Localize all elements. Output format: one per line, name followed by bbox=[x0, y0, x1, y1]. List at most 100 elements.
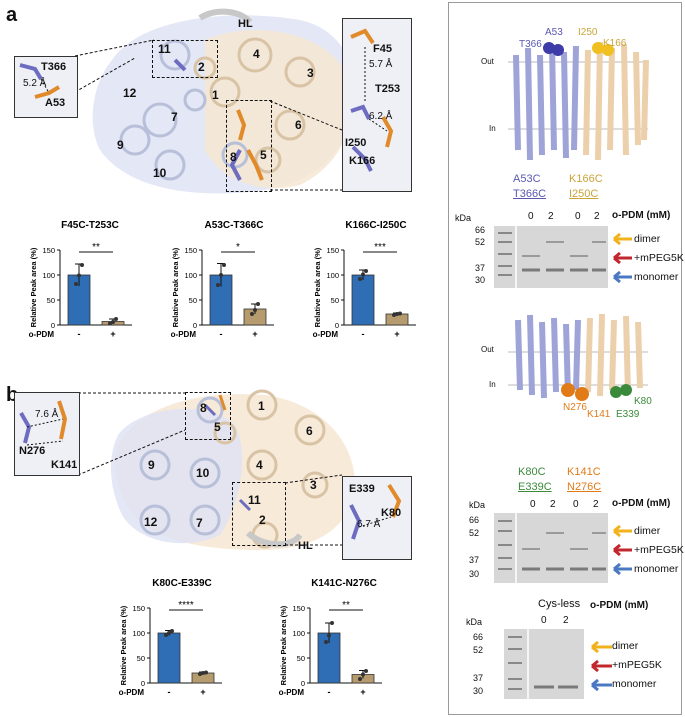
conc-label: 0 bbox=[541, 615, 547, 626]
y-tick-label: 50 bbox=[331, 296, 339, 305]
x-tick-label: + bbox=[110, 329, 115, 339]
x-tick-label: - bbox=[78, 329, 81, 339]
helix-label: 12 bbox=[123, 86, 137, 100]
construct-label: I250C bbox=[569, 188, 599, 200]
y-tick-label: 150 bbox=[132, 604, 145, 613]
bar bbox=[351, 274, 375, 326]
x-axis-label: o-PDM bbox=[171, 330, 197, 339]
inset-a-right: F45 5.7 Å T253 6.2 Å I250 K166 bbox=[342, 18, 412, 192]
data-point bbox=[114, 317, 118, 321]
construct-label: T366C bbox=[513, 188, 547, 200]
residue-label: T253 bbox=[375, 83, 401, 95]
data-point bbox=[398, 311, 402, 316]
data-point bbox=[219, 273, 223, 277]
significance-label: *** bbox=[374, 242, 386, 253]
x-tick-label: - bbox=[168, 687, 171, 697]
mpeg-label: +mPEG5K bbox=[612, 659, 662, 671]
conc-label: 2 bbox=[548, 211, 554, 222]
y-tick-label: 50 bbox=[189, 296, 197, 305]
o-pdm-label: o-PDM (mM) bbox=[612, 210, 671, 221]
conc-label: 2 bbox=[563, 615, 569, 626]
conc-label: 0 bbox=[530, 499, 536, 510]
y-axis-label: Relative Peak area (%) bbox=[313, 247, 322, 327]
y-tick-label: 50 bbox=[137, 654, 145, 663]
membrane-in-label: In bbox=[489, 124, 496, 133]
marker-label: 52 bbox=[475, 237, 486, 247]
dimer-label: dimer bbox=[612, 640, 639, 652]
data-point bbox=[204, 670, 208, 675]
x-tick-label: + bbox=[394, 329, 399, 339]
y-tick-label: 50 bbox=[297, 654, 305, 663]
cys-less-label: Cys-less bbox=[538, 598, 581, 610]
marker-label: 37 bbox=[469, 555, 480, 565]
y-tick-label: 0 bbox=[335, 321, 339, 330]
conc-label: 2 bbox=[550, 499, 556, 510]
distance-label: 6.2 Å bbox=[369, 111, 393, 122]
structure-a-illustration bbox=[74, 8, 355, 194]
zoom-box-a-right bbox=[226, 100, 272, 192]
significance-label: ** bbox=[92, 242, 100, 253]
residue-label: N276 bbox=[19, 445, 46, 457]
membrane-model-top bbox=[508, 41, 649, 161]
residue-label: K141 bbox=[51, 459, 78, 471]
marker-label: 37 bbox=[473, 673, 484, 683]
data-point bbox=[395, 312, 399, 316]
kda-label: kDa bbox=[455, 213, 472, 223]
chart-title: F45C-T253C bbox=[61, 220, 119, 231]
residue-label: E339 bbox=[349, 483, 375, 495]
residue-label: E339 bbox=[616, 409, 640, 420]
membrane-out-label: Out bbox=[481, 57, 494, 66]
helix-label: 6 bbox=[295, 118, 302, 132]
data-point bbox=[327, 633, 331, 638]
y-tick-label: 150 bbox=[42, 246, 55, 255]
o-pdm-label: o-PDM (mM) bbox=[612, 498, 671, 509]
residue-label: T366 bbox=[519, 39, 542, 50]
helix-label: 8 bbox=[230, 150, 237, 164]
data-point bbox=[256, 302, 260, 306]
zoom-box-b-right bbox=[232, 482, 286, 546]
data-point bbox=[77, 273, 81, 278]
marker-label: 30 bbox=[469, 569, 480, 579]
y-tick-label: 50 bbox=[47, 296, 55, 305]
residue-label: K166 bbox=[349, 155, 376, 167]
gel-arrows-3 bbox=[591, 640, 612, 692]
conc-label: 0 bbox=[573, 499, 579, 510]
zoom-box-a-left bbox=[152, 40, 218, 78]
marker-label: 66 bbox=[475, 225, 486, 235]
gel-arrows-1 bbox=[613, 232, 632, 284]
x-tick-label: + bbox=[360, 687, 365, 697]
residue-label: I250 bbox=[345, 137, 367, 149]
y-axis-label: Relative Peak area (%) bbox=[279, 605, 288, 685]
data-point bbox=[364, 669, 368, 673]
gel-image-2 bbox=[494, 513, 608, 583]
membrane-model-bottom bbox=[508, 313, 648, 401]
helix-label: 10 bbox=[153, 166, 167, 180]
helix-label: 4 bbox=[253, 47, 260, 61]
data-point bbox=[216, 283, 220, 287]
membrane-in-label: In bbox=[489, 380, 496, 389]
x-tick-label: - bbox=[362, 329, 365, 339]
helix-label: 7 bbox=[196, 516, 203, 530]
distance-label: 5.7 Å bbox=[369, 59, 393, 70]
x-tick-label: + bbox=[252, 329, 257, 339]
data-point bbox=[108, 321, 112, 326]
construct-label: K141C bbox=[567, 466, 601, 478]
gel-arrows-2 bbox=[613, 524, 632, 576]
conc-label: 0 bbox=[575, 211, 581, 222]
hl-label: HL bbox=[298, 540, 313, 552]
helix-label: 9 bbox=[117, 138, 124, 152]
residue-label: T366 bbox=[41, 61, 67, 73]
data-point bbox=[358, 677, 362, 681]
conc-label: 2 bbox=[594, 211, 600, 222]
marker-label: 66 bbox=[469, 515, 480, 525]
monomer-label: monomer bbox=[634, 563, 679, 575]
y-tick-label: 100 bbox=[292, 629, 305, 638]
x-axis-label: o-PDM bbox=[313, 330, 339, 339]
data-point bbox=[167, 631, 171, 635]
helix-label: 1 bbox=[212, 88, 219, 102]
monomer-label: monomer bbox=[634, 271, 679, 283]
helix-label: 1 bbox=[258, 399, 265, 413]
x-axis-label: o-PDM bbox=[279, 688, 305, 697]
construct-label: N276C bbox=[567, 481, 602, 493]
distance-label: 6.7 Å bbox=[357, 519, 381, 530]
